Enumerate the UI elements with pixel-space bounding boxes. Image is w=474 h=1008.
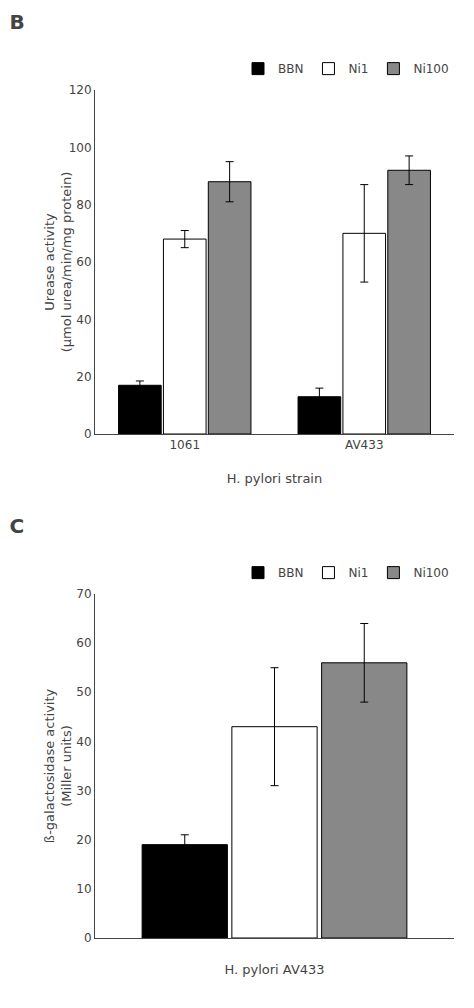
svg-text:60: 60 <box>76 636 91 650</box>
svg-text:H. pylori AV433: H. pylori AV433 <box>224 962 324 977</box>
svg-text:20: 20 <box>76 833 91 847</box>
svg-text:20: 20 <box>76 370 91 384</box>
svg-text:100: 100 <box>69 141 92 155</box>
svg-text:50: 50 <box>76 685 91 699</box>
svg-text:Urease activity(µmol urea/min/: Urease activity(µmol urea/min/mg protein… <box>42 172 74 353</box>
svg-text:Ni100: Ni100 <box>413 566 448 580</box>
svg-text:1061: 1061 <box>169 438 200 452</box>
svg-text:BBN: BBN <box>278 62 303 76</box>
svg-text:0: 0 <box>84 931 92 945</box>
svg-text:AV433: AV433 <box>345 438 384 452</box>
svg-text:0: 0 <box>84 427 92 441</box>
svg-text:40: 40 <box>76 313 91 327</box>
svg-text:B: B <box>9 10 24 34</box>
svg-text:Ni1: Ni1 <box>348 566 368 580</box>
svg-text:60: 60 <box>76 255 91 269</box>
svg-text:BBN: BBN <box>278 566 303 580</box>
svg-text:80: 80 <box>76 198 91 212</box>
svg-text:C: C <box>9 514 24 538</box>
svg-text:10: 10 <box>76 882 91 896</box>
svg-text:40: 40 <box>76 735 91 749</box>
svg-text:ß-galactosidase activity(Mille: ß-galactosidase activity(Miller units) <box>42 688 74 843</box>
svg-text:Ni1: Ni1 <box>348 62 368 76</box>
svg-text:Ni100: Ni100 <box>413 62 448 76</box>
svg-text:H. pylori strain: H. pylori strain <box>227 471 322 486</box>
svg-text:120: 120 <box>69 83 92 97</box>
svg-text:70: 70 <box>76 587 91 601</box>
svg-text:30: 30 <box>76 784 91 798</box>
